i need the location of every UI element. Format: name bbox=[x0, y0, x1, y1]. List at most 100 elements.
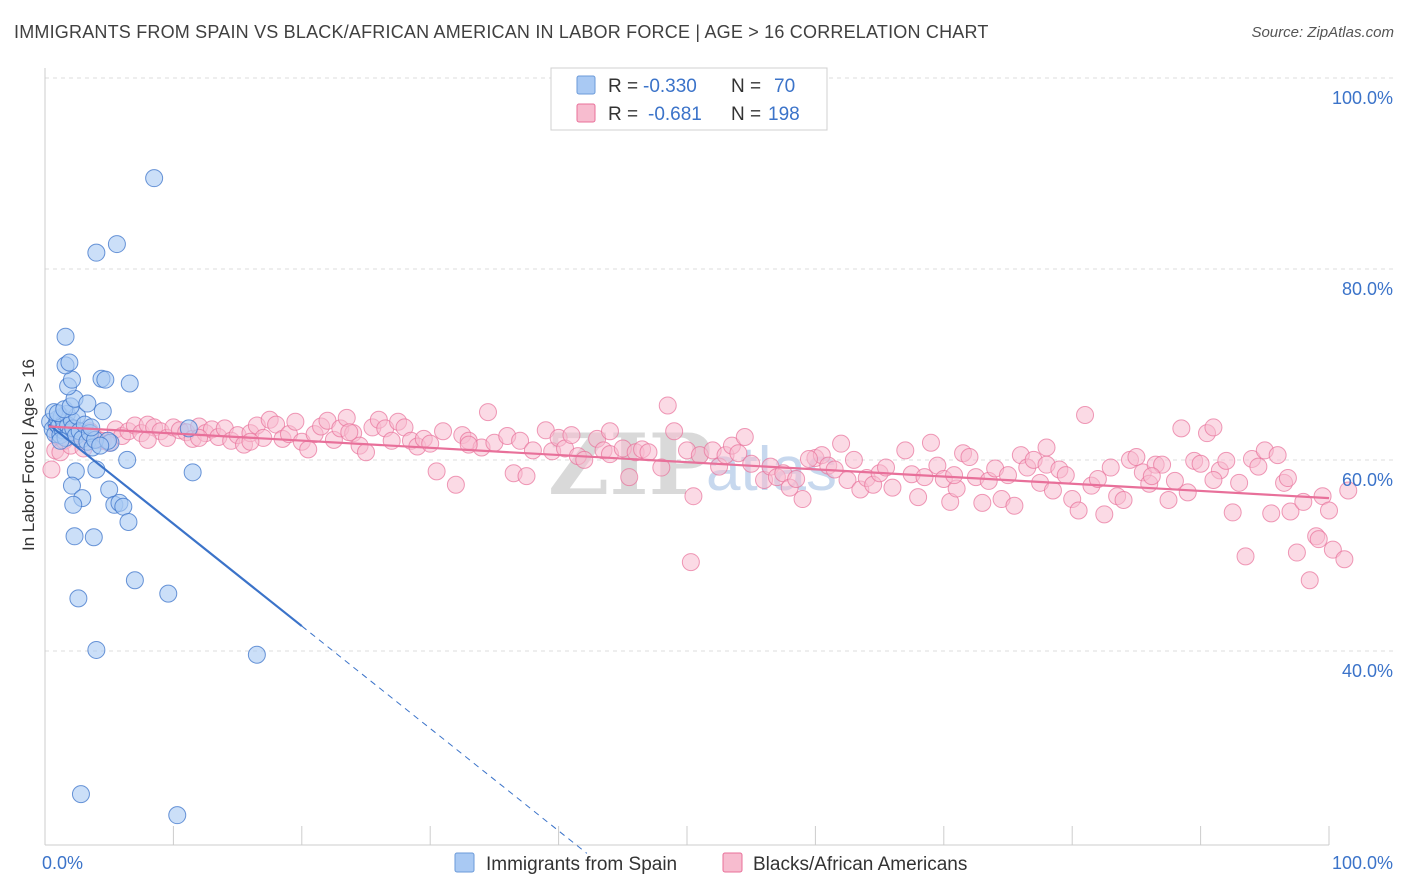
blacks-point-148 bbox=[1056, 466, 1075, 485]
blacks-point-40 bbox=[286, 412, 305, 431]
spain-point-66 bbox=[71, 785, 90, 804]
blacks-point-114 bbox=[832, 434, 851, 453]
y-axis-label: In Labor Force | Age > 16 bbox=[19, 359, 38, 551]
blacks-point-175 bbox=[1230, 473, 1249, 492]
axes bbox=[44, 68, 1330, 846]
spain-point-56 bbox=[183, 463, 202, 482]
blacks-point-169 bbox=[1191, 454, 1210, 473]
blacks-point-201 bbox=[1037, 438, 1056, 457]
spain-point-46 bbox=[64, 495, 83, 514]
blacks-point-163 bbox=[1153, 455, 1172, 474]
blacks-point-42 bbox=[299, 440, 318, 459]
x-tick-label-max: 100.0% bbox=[1332, 853, 1393, 873]
blacks-point-122 bbox=[883, 478, 902, 497]
blacks-point-62 bbox=[427, 462, 446, 481]
bottom-legend-label-blacks: Blacks/African Americans bbox=[753, 854, 967, 875]
blacks-point-89 bbox=[639, 443, 658, 462]
blacks-point-200 bbox=[945, 466, 964, 485]
blacks-point-102 bbox=[742, 454, 761, 473]
blacks-point-153 bbox=[1088, 470, 1107, 488]
x-tick-labels: 0.0% 100.0% bbox=[42, 853, 1393, 873]
blacks-point-178 bbox=[1249, 457, 1268, 476]
spain-point-42 bbox=[118, 450, 137, 469]
spain-point-61 bbox=[145, 169, 164, 188]
spain-point-52 bbox=[84, 528, 103, 547]
blacks-point-91 bbox=[658, 396, 677, 415]
legend-r-value-blacks: -0.681 bbox=[648, 104, 702, 125]
legend-swatch-spain bbox=[576, 75, 596, 95]
blacks-point-140 bbox=[1005, 496, 1024, 515]
y-tick-labels: 40.0% 60.0% 80.0% 100.0% bbox=[1332, 88, 1393, 681]
blacks-point-184 bbox=[1287, 543, 1306, 562]
blacks-point-121 bbox=[877, 458, 896, 477]
spain-point-64 bbox=[87, 640, 106, 659]
blacks-point-108 bbox=[787, 470, 806, 488]
blacks-point-159 bbox=[1127, 448, 1146, 467]
spain-point-50 bbox=[119, 512, 138, 531]
spain-point-57 bbox=[179, 419, 198, 438]
blacks-point-116 bbox=[844, 450, 863, 469]
blacks-point-181 bbox=[1268, 446, 1287, 465]
blacks-trend-line bbox=[48, 425, 1330, 500]
blacks-point-68 bbox=[478, 403, 497, 422]
spain-point-63 bbox=[107, 235, 126, 254]
spain-point-53 bbox=[125, 571, 144, 590]
bottom-legend-swatch-blacks bbox=[722, 852, 743, 873]
spain-point-49 bbox=[114, 497, 133, 516]
blacks-point-203 bbox=[1204, 470, 1223, 489]
blacks-point-100 bbox=[729, 444, 748, 463]
blacks-point-154 bbox=[1095, 505, 1114, 524]
blacks-point-135 bbox=[973, 493, 992, 512]
blacks-point-155 bbox=[1101, 458, 1120, 477]
blacks-point-109 bbox=[793, 490, 812, 509]
legend-r-value-spain: -0.330 bbox=[643, 76, 697, 97]
spain-point-34 bbox=[96, 370, 115, 389]
blacks-point-126 bbox=[915, 468, 934, 487]
legend-r-label-blacks: R = bbox=[608, 104, 638, 125]
legend-n-value-blacks: 198 bbox=[768, 104, 800, 125]
y-tick-label-80: 80.0% bbox=[1342, 279, 1393, 299]
blacks-point-81 bbox=[575, 450, 594, 469]
legend-box bbox=[550, 67, 828, 131]
spain-point-37 bbox=[93, 402, 112, 421]
blacks-point-51 bbox=[357, 443, 375, 462]
chart-title: IMMIGRANTS FROM SPAIN VS BLACK/AFRICAN A… bbox=[14, 22, 989, 42]
series-blacks-points bbox=[42, 396, 1358, 590]
blacks-point-101 bbox=[735, 427, 754, 446]
blacks-point-174 bbox=[1223, 503, 1242, 522]
legend: R = -0.330 N = 70 R = -0.681 N = 198 bbox=[550, 67, 828, 131]
blacks-point-199 bbox=[799, 449, 818, 468]
legend-n-label-blacks: N = bbox=[731, 104, 761, 125]
blacks-point-73 bbox=[517, 467, 536, 486]
spain-point-35 bbox=[120, 374, 139, 393]
blacks-point-157 bbox=[1114, 491, 1133, 510]
blacks-point-64 bbox=[446, 475, 465, 494]
blacks-point-133 bbox=[960, 448, 979, 467]
blacks-point-94 bbox=[684, 487, 703, 506]
series-spain-points bbox=[41, 169, 266, 825]
legend-n-value-spain: 70 bbox=[774, 76, 795, 97]
blacks-point-61 bbox=[421, 434, 440, 453]
blacks-point-183 bbox=[1281, 502, 1300, 521]
blacks-point-202 bbox=[1142, 467, 1161, 486]
blacks-point-72 bbox=[511, 431, 530, 450]
blacks-point-92 bbox=[665, 422, 684, 441]
spain-point-51 bbox=[65, 527, 84, 546]
blacks-point-63 bbox=[434, 422, 453, 441]
blacks-point-150 bbox=[1069, 501, 1088, 520]
bottom-legend-swatch-spain bbox=[454, 852, 475, 873]
bottom-legend: Immigrants from Spain Blacks/African Ame… bbox=[454, 852, 967, 875]
grid bbox=[45, 77, 1395, 652]
blacks-point-74 bbox=[523, 441, 542, 460]
spain-point-62 bbox=[87, 243, 106, 262]
blacks-point-164 bbox=[1159, 491, 1178, 510]
spain-point-36 bbox=[78, 394, 97, 413]
blacks-point-146 bbox=[1043, 481, 1062, 500]
blacks-point-176 bbox=[1236, 547, 1255, 566]
blacks-point-189 bbox=[1320, 501, 1338, 520]
legend-r-label-spain: R = bbox=[608, 76, 638, 97]
blacks-point-0 bbox=[42, 460, 61, 479]
blacks-point-205 bbox=[138, 430, 157, 449]
spain-trend-extension bbox=[301, 625, 588, 854]
